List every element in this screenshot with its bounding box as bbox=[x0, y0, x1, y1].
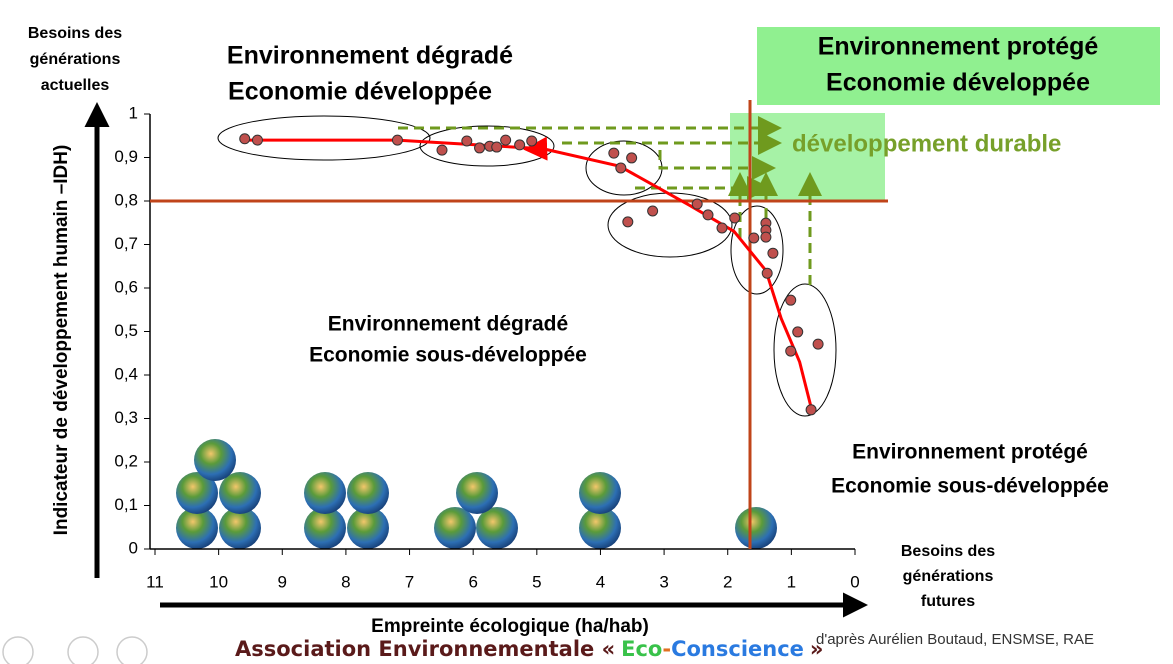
quadrant-label: Environnement dégradé bbox=[227, 42, 513, 70]
y-tick-label: 0,1 bbox=[114, 495, 138, 514]
x-footer: Besoins des générations futures bbox=[901, 543, 995, 610]
trend-arrow bbox=[529, 149, 543, 150]
point bbox=[392, 135, 402, 145]
point bbox=[762, 268, 772, 278]
point bbox=[492, 142, 502, 152]
point bbox=[717, 223, 727, 233]
globe bbox=[304, 472, 346, 514]
point bbox=[437, 145, 447, 155]
quadrant-label: Environnement dégradé bbox=[328, 313, 568, 336]
y-header-line: Besoins des bbox=[28, 25, 122, 42]
y-tick-label: 0,6 bbox=[114, 277, 138, 296]
point bbox=[627, 153, 637, 163]
y-tick-label: 0,5 bbox=[114, 321, 138, 340]
y-tick-label: 0,8 bbox=[114, 190, 138, 209]
y-tick-label: 0,4 bbox=[114, 364, 138, 383]
y-header-line: actuelles bbox=[41, 77, 110, 94]
y-tick-label: 0,7 bbox=[114, 234, 138, 253]
x-tick-label: 4 bbox=[596, 572, 605, 591]
globe bbox=[194, 439, 236, 481]
quadrant-label: Environnement protégé bbox=[818, 33, 1099, 61]
x-tick-label: 9 bbox=[278, 572, 287, 591]
globe bbox=[735, 507, 777, 549]
x-tick-label: 3 bbox=[659, 572, 668, 591]
x-tick-label: 11 bbox=[146, 572, 164, 591]
point bbox=[462, 136, 472, 146]
point bbox=[648, 206, 658, 216]
point bbox=[252, 135, 262, 145]
x-tick-label: 8 bbox=[341, 572, 350, 591]
point bbox=[527, 136, 537, 146]
goal-label: développement durable bbox=[792, 130, 1061, 157]
quadrant-label: Economie développée bbox=[228, 78, 492, 106]
x-tick-label: 1 bbox=[787, 572, 796, 591]
point bbox=[761, 232, 771, 242]
x-footer-line: Besoins des bbox=[901, 543, 995, 560]
point bbox=[768, 248, 778, 258]
point bbox=[793, 327, 803, 337]
y-tick-label: 1 bbox=[129, 103, 138, 122]
globe bbox=[434, 507, 476, 549]
globes bbox=[176, 439, 777, 549]
y-tick-label: 0,3 bbox=[114, 408, 138, 427]
x-footer-line: générations bbox=[903, 568, 994, 585]
footer-dash: - bbox=[662, 637, 671, 661]
credit: d'après Aurélien Boutaud, ENSMSE, RAE bbox=[816, 631, 1094, 648]
quadrant-label: Economie sous-développée bbox=[831, 475, 1109, 498]
point bbox=[692, 199, 702, 209]
point bbox=[475, 143, 485, 153]
x-tick-label: 5 bbox=[532, 572, 541, 591]
x-tick-label: 6 bbox=[468, 572, 477, 591]
footer-conscience: Conscience bbox=[671, 637, 804, 661]
globe bbox=[579, 472, 621, 514]
globe bbox=[456, 472, 498, 514]
x-tick-label: 0 bbox=[850, 572, 859, 591]
x-footer-line: futures bbox=[921, 593, 975, 610]
quadrant-label: Economie sous-développée bbox=[309, 344, 587, 367]
y-tick-label: 0,9 bbox=[114, 147, 138, 166]
quadrant-label: Environnement protégé bbox=[852, 441, 1088, 464]
point bbox=[623, 217, 633, 227]
x-tick-label: 10 bbox=[209, 572, 228, 591]
y-header: Besoins des générations actuelles bbox=[28, 25, 122, 94]
quadrant-label: Economie développée bbox=[826, 69, 1090, 97]
point bbox=[703, 210, 713, 220]
point bbox=[786, 295, 796, 305]
point bbox=[240, 134, 250, 144]
footer-eco: Eco bbox=[621, 637, 662, 661]
point bbox=[730, 213, 740, 223]
point bbox=[749, 233, 759, 243]
point bbox=[501, 135, 511, 145]
x-axis-label: Empreinte écologique (ha/hab) bbox=[371, 616, 649, 637]
x-tick-label: 2 bbox=[723, 572, 732, 591]
nav-icons bbox=[3, 637, 147, 664]
footer: Association Environnementale «Eco-Consci… bbox=[235, 637, 824, 661]
point bbox=[515, 140, 525, 150]
point bbox=[786, 346, 796, 356]
y-header-line: générations bbox=[30, 51, 121, 68]
point bbox=[813, 339, 823, 349]
trend-line bbox=[244, 140, 812, 410]
y-tick-label: 0,2 bbox=[114, 451, 138, 470]
point bbox=[806, 405, 816, 415]
globe bbox=[347, 472, 389, 514]
y-axis-label: Indicateur de développement humain –IDH) bbox=[51, 145, 72, 536]
y-tick-label: 0 bbox=[129, 538, 138, 557]
point bbox=[616, 163, 626, 173]
point bbox=[609, 148, 619, 158]
footer-prefix: Association Environnementale « bbox=[235, 637, 615, 661]
chart: Besoins des générations actuelles Indica… bbox=[0, 0, 1173, 664]
x-tick-label: 7 bbox=[405, 572, 414, 591]
